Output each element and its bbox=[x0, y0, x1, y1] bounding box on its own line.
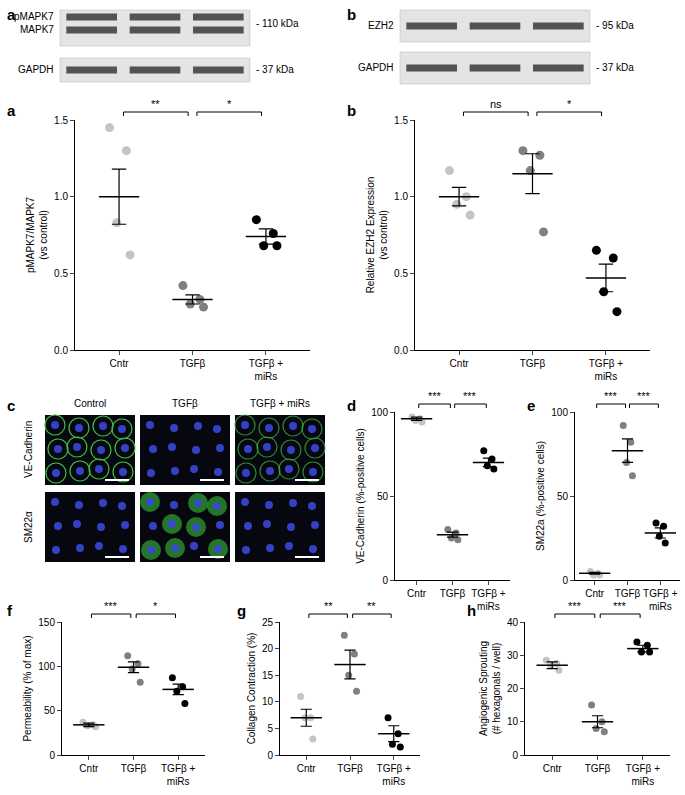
svg-text:Cntr: Cntr bbox=[110, 358, 130, 369]
svg-text:TGFβ +miRs: TGFβ +miRs bbox=[589, 358, 624, 382]
svg-text:100: 100 bbox=[38, 661, 55, 672]
svg-text:Permeability (% of max): Permeability (% of max) bbox=[22, 635, 33, 741]
svg-text:VE-Cadherin (%-positive cells): VE-Cadherin (%-positive cells) bbox=[355, 428, 366, 564]
svg-text:30: 30 bbox=[507, 650, 519, 661]
svg-text:a: a bbox=[7, 6, 16, 23]
svg-text:150: 150 bbox=[38, 617, 55, 628]
svg-text:0.0: 0.0 bbox=[54, 345, 68, 356]
svg-text:Cntr: Cntr bbox=[297, 763, 317, 774]
svg-text:h: h bbox=[467, 602, 476, 619]
svg-text:5: 5 bbox=[267, 723, 273, 734]
svg-text:pMAPK7/MAPK7(vs control): pMAPK7/MAPK7(vs control) bbox=[25, 196, 49, 273]
svg-text:e: e bbox=[527, 397, 535, 414]
svg-text:Cntr: Cntr bbox=[407, 588, 427, 599]
svg-text:- 37 kDa: - 37 kDa bbox=[256, 64, 294, 75]
svg-text:MAPK7: MAPK7 bbox=[20, 24, 54, 35]
svg-text:TGFβ: TGFβ bbox=[440, 588, 466, 599]
svg-text:40: 40 bbox=[507, 617, 519, 628]
svg-text:0: 0 bbox=[267, 750, 273, 761]
svg-text:TGFβ +miRs: TGFβ +miRs bbox=[377, 763, 412, 787]
svg-text:50: 50 bbox=[557, 491, 569, 502]
svg-text:Cntr: Cntr bbox=[585, 588, 605, 599]
svg-text:b: b bbox=[347, 6, 356, 23]
svg-text:100: 100 bbox=[371, 407, 388, 418]
svg-text:Angiogenic Sprouting(# hexagon: Angiogenic Sprouting(# hexagonals / well… bbox=[478, 641, 502, 736]
svg-text:pMAPK7: pMAPK7 bbox=[14, 11, 54, 22]
svg-text:0: 0 bbox=[512, 750, 518, 761]
svg-text:TGFβ: TGFβ bbox=[180, 358, 206, 369]
svg-text:1.5: 1.5 bbox=[394, 115, 408, 126]
svg-text:TGFβ +miRs: TGFβ +miRs bbox=[643, 588, 678, 612]
svg-text:TGFβ + miRs: TGFβ + miRs bbox=[250, 398, 310, 409]
svg-text:*: * bbox=[227, 98, 232, 110]
svg-text:50: 50 bbox=[44, 705, 56, 716]
svg-text:SM22a (%-positive cells): SM22a (%-positive cells) bbox=[535, 441, 546, 551]
svg-text:***: *** bbox=[637, 390, 651, 402]
svg-text:d: d bbox=[347, 397, 356, 414]
svg-text:TGFβ +miRs: TGFβ +miRs bbox=[626, 763, 661, 787]
svg-text:VE-Cadherin: VE-Cadherin bbox=[23, 421, 34, 478]
svg-text:TGFβ +miRs: TGFβ +miRs bbox=[471, 588, 506, 612]
svg-text:*: * bbox=[567, 98, 572, 110]
svg-text:f: f bbox=[7, 602, 13, 619]
svg-text:***: *** bbox=[568, 600, 582, 612]
svg-text:*: * bbox=[153, 600, 158, 612]
svg-text:GAPDH: GAPDH bbox=[18, 64, 54, 75]
svg-text:- 95 kDa: - 95 kDa bbox=[596, 20, 634, 31]
svg-text:TGFβ: TGFβ bbox=[172, 398, 198, 409]
svg-text:***: *** bbox=[604, 390, 618, 402]
svg-text:TGFβ +miRs: TGFβ +miRs bbox=[249, 358, 284, 382]
svg-text:0: 0 bbox=[562, 575, 568, 586]
svg-text:0.0: 0.0 bbox=[394, 345, 408, 356]
svg-text:25: 25 bbox=[262, 617, 274, 628]
svg-text:0.5: 0.5 bbox=[394, 268, 408, 279]
svg-text:a: a bbox=[7, 102, 16, 119]
svg-text:c: c bbox=[7, 397, 15, 414]
svg-text:1.0: 1.0 bbox=[54, 191, 68, 202]
svg-text:1.0: 1.0 bbox=[394, 191, 408, 202]
svg-text:50: 50 bbox=[377, 491, 389, 502]
svg-text:1.5: 1.5 bbox=[54, 115, 68, 126]
svg-text:***: *** bbox=[463, 390, 477, 402]
svg-text:**: ** bbox=[324, 600, 333, 612]
svg-text:Control: Control bbox=[74, 398, 106, 409]
svg-text:0: 0 bbox=[49, 750, 55, 761]
svg-text:- 37 kDa: - 37 kDa bbox=[596, 62, 634, 73]
svg-text:10: 10 bbox=[262, 696, 274, 707]
svg-text:b: b bbox=[347, 102, 356, 119]
svg-text:TGFβ: TGFβ bbox=[121, 763, 147, 774]
svg-text:**: ** bbox=[151, 98, 160, 110]
svg-text:10: 10 bbox=[507, 716, 519, 727]
svg-text:- 110 kDa: - 110 kDa bbox=[256, 18, 299, 29]
svg-text:TGFβ +miRs: TGFβ +miRs bbox=[161, 763, 196, 787]
svg-text:***: *** bbox=[104, 600, 118, 612]
svg-text:TGFβ: TGFβ bbox=[615, 588, 641, 599]
svg-text:100: 100 bbox=[551, 407, 568, 418]
svg-text:**: ** bbox=[367, 600, 376, 612]
svg-text:TGFβ: TGFβ bbox=[585, 763, 611, 774]
svg-text:Relative EZH2 Expression(vs co: Relative EZH2 Expression(vs control) bbox=[365, 177, 389, 294]
svg-text:TGFβ: TGFβ bbox=[520, 358, 546, 369]
svg-text:20: 20 bbox=[262, 643, 274, 654]
svg-text:0.5: 0.5 bbox=[54, 268, 68, 279]
svg-text:ns: ns bbox=[490, 98, 502, 110]
svg-text:***: *** bbox=[428, 390, 442, 402]
svg-text:0: 0 bbox=[382, 575, 388, 586]
svg-text:Cntr: Cntr bbox=[543, 763, 563, 774]
svg-text:Collagen Contraction (%): Collagen Contraction (%) bbox=[246, 633, 257, 745]
svg-text:15: 15 bbox=[262, 670, 274, 681]
svg-text:g: g bbox=[237, 602, 246, 619]
svg-text:Cntr: Cntr bbox=[79, 763, 99, 774]
svg-text:SM22α: SM22α bbox=[23, 511, 34, 543]
svg-text:Cntr: Cntr bbox=[450, 358, 470, 369]
svg-text:TGFβ: TGFβ bbox=[337, 763, 363, 774]
svg-text:GAPDH: GAPDH bbox=[358, 62, 394, 73]
svg-text:20: 20 bbox=[507, 683, 519, 694]
svg-text:EZH2: EZH2 bbox=[368, 20, 394, 31]
svg-text:***: *** bbox=[613, 600, 627, 612]
